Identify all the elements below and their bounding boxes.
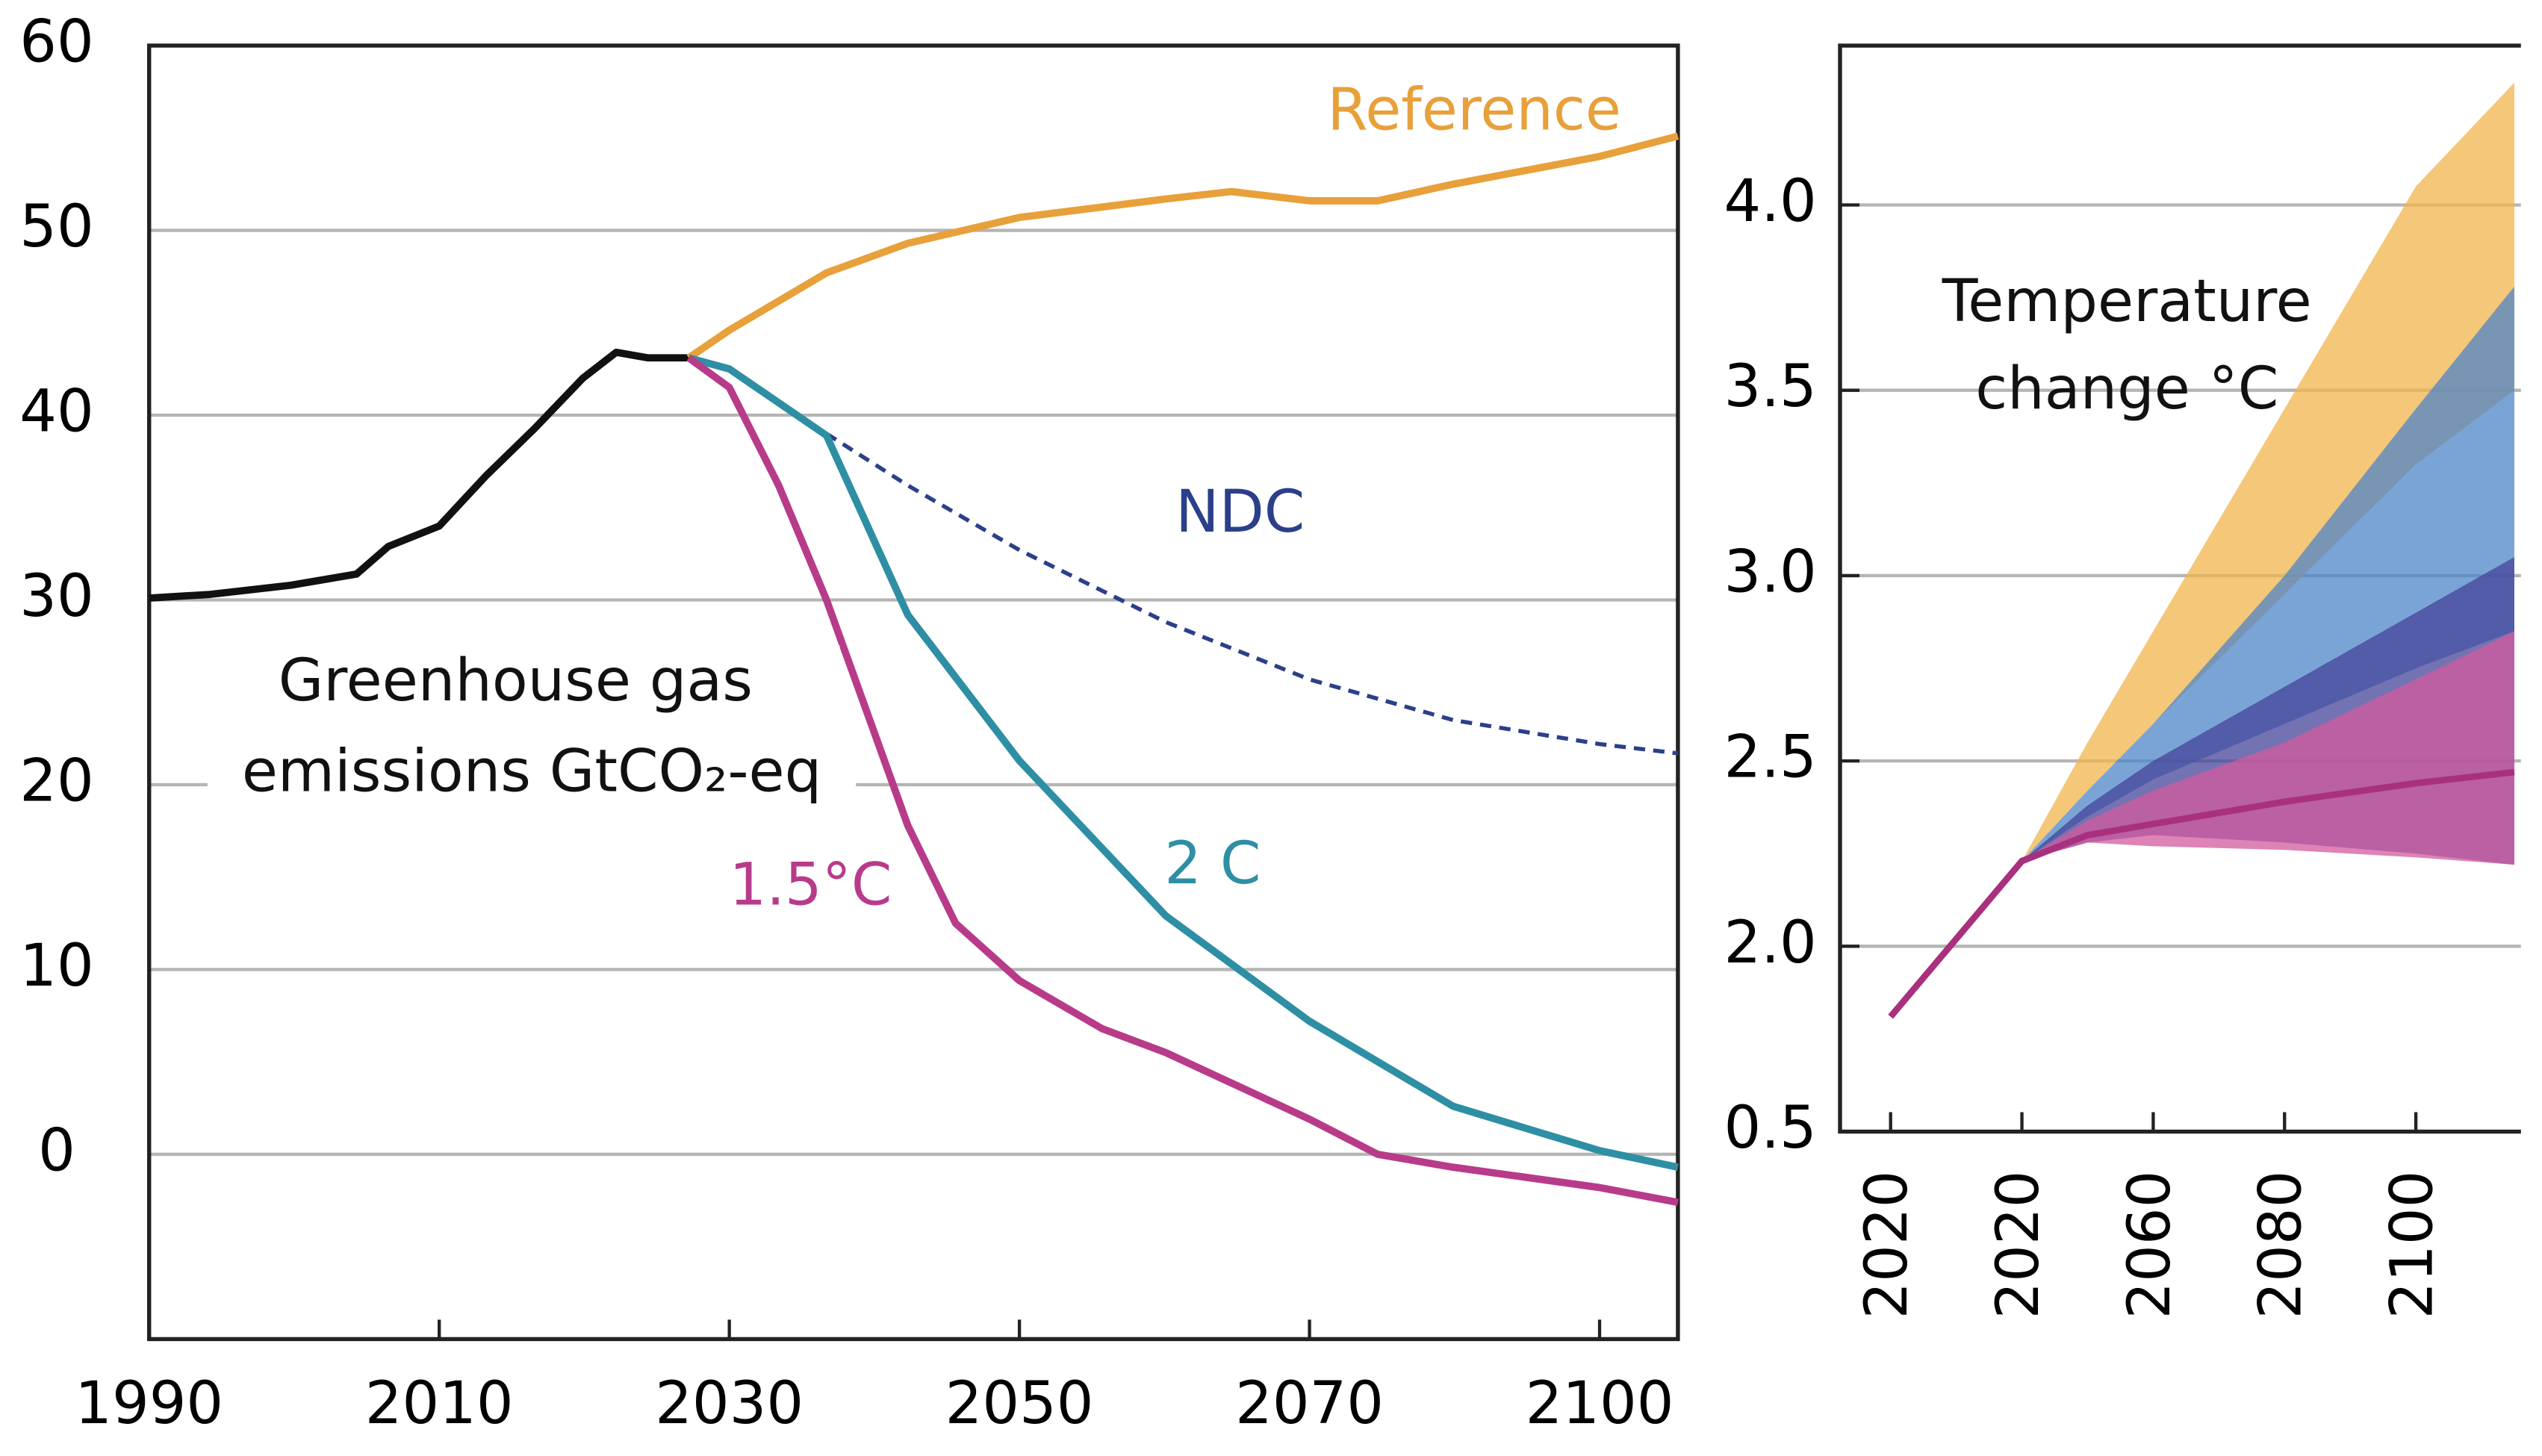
y-tick-label: 0 bbox=[38, 1116, 75, 1184]
x-tick-label: 2050 bbox=[945, 1369, 1094, 1437]
annotation-bg bbox=[191, 645, 840, 724]
plot-frame bbox=[147, 43, 1680, 1342]
series-label: Reference bbox=[1327, 76, 1621, 144]
x-tick-label: 2020 bbox=[1984, 1171, 2052, 1319]
y-tick-label: 40 bbox=[19, 377, 93, 445]
y-tick-label: 2.0 bbox=[1724, 909, 1817, 977]
y-tick-label: 3.0 bbox=[1724, 538, 1817, 606]
series-line bbox=[149, 348, 689, 602]
x-tick-label: 1990 bbox=[75, 1369, 223, 1437]
x-tick-label: 2080 bbox=[2247, 1171, 2315, 1319]
series-label: 1.5°C bbox=[730, 850, 892, 918]
band bbox=[1890, 631, 2514, 1017]
series-label: NDC bbox=[1175, 478, 1305, 546]
x-tick-label: 2100 bbox=[2378, 1171, 2446, 1319]
band bbox=[1890, 82, 2514, 1017]
series-label: 2 C bbox=[1164, 830, 1261, 897]
annotation-bg bbox=[207, 735, 857, 815]
y-tick-label: 50 bbox=[19, 193, 93, 261]
y-tick-label: 3.5 bbox=[1724, 352, 1817, 420]
series-line bbox=[686, 355, 1679, 1207]
chart-title: Temperature bbox=[1942, 267, 2312, 335]
series-line bbox=[686, 132, 1679, 361]
annotation: emissions GtCO₂-eq bbox=[242, 737, 821, 805]
y-tick-label: 10 bbox=[19, 932, 93, 1000]
x-tick-label: 2010 bbox=[365, 1369, 514, 1437]
y-tick-label: 2.5 bbox=[1724, 724, 1817, 791]
x-tick-label: 2070 bbox=[1235, 1369, 1384, 1437]
y-tick-label: 30 bbox=[19, 562, 93, 630]
x-tick-label: 2060 bbox=[2116, 1171, 2184, 1319]
x-tick-label: 2100 bbox=[1526, 1369, 1674, 1437]
chart-title: change °C bbox=[1975, 355, 2278, 423]
series-line bbox=[825, 432, 1679, 756]
annotation: Greenhouse gas bbox=[279, 647, 753, 715]
axis-frame bbox=[1838, 43, 2521, 1134]
x-tick-label: 2030 bbox=[655, 1369, 804, 1437]
y-tick-label: 4.0 bbox=[1724, 167, 1817, 235]
series-line bbox=[687, 354, 1679, 1172]
median-line bbox=[1888, 768, 2515, 1019]
y-tick-label: 20 bbox=[19, 747, 93, 815]
y-tick-label: 60 bbox=[19, 8, 93, 76]
y-tick-label: 0.5 bbox=[1724, 1094, 1817, 1162]
x-tick-label: 2020 bbox=[1853, 1171, 1921, 1319]
